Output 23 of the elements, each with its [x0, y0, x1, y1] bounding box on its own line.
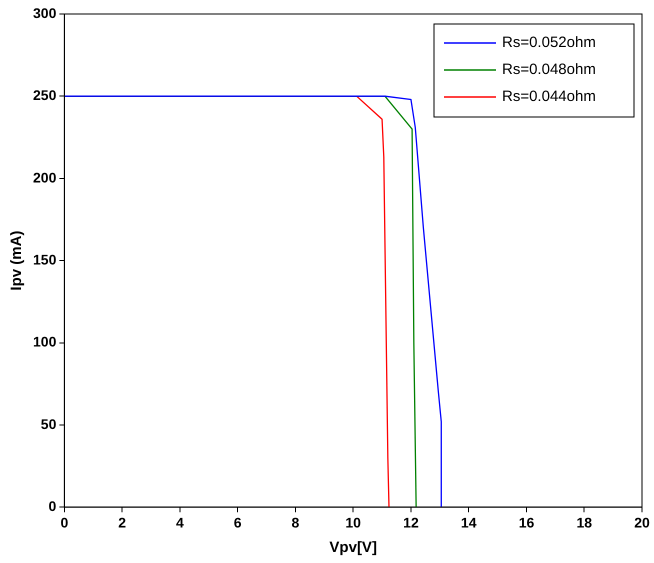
x-tick-label: 16 [518, 514, 534, 530]
x-tick-label: 10 [345, 514, 362, 530]
x-tick-label: 20 [634, 514, 650, 530]
x-tick-label: 18 [576, 514, 592, 530]
y-tick-label: 200 [33, 169, 57, 186]
y-tick-label: 50 [40, 416, 57, 432]
y-tick-label: 150 [33, 251, 57, 268]
legend-label: Rs=0.048ohm [502, 61, 596, 78]
legend-label: Rs=0.052ohm [502, 34, 596, 52]
y-tick-label: 0 [48, 498, 57, 514]
y-tick-label: 300 [33, 4, 57, 21]
x-tick-label: 4 [176, 514, 184, 530]
x-tick-label: 2 [118, 514, 126, 530]
y-tick-label: 250 [33, 87, 57, 104]
x-tick-label: 14 [460, 514, 477, 530]
x-tick-label: 8 [292, 514, 300, 530]
x-tick-label: 6 [234, 514, 242, 530]
legend-label: Rs=0.044ohm [502, 88, 596, 106]
y-tick-label: 100 [33, 334, 57, 350]
x-tick-label: 0 [60, 514, 68, 530]
y-axis-title: Ipv (mA) [8, 230, 26, 291]
x-axis-title: Vpv[V] [329, 539, 377, 556]
x-tick-label: 12 [403, 514, 419, 530]
